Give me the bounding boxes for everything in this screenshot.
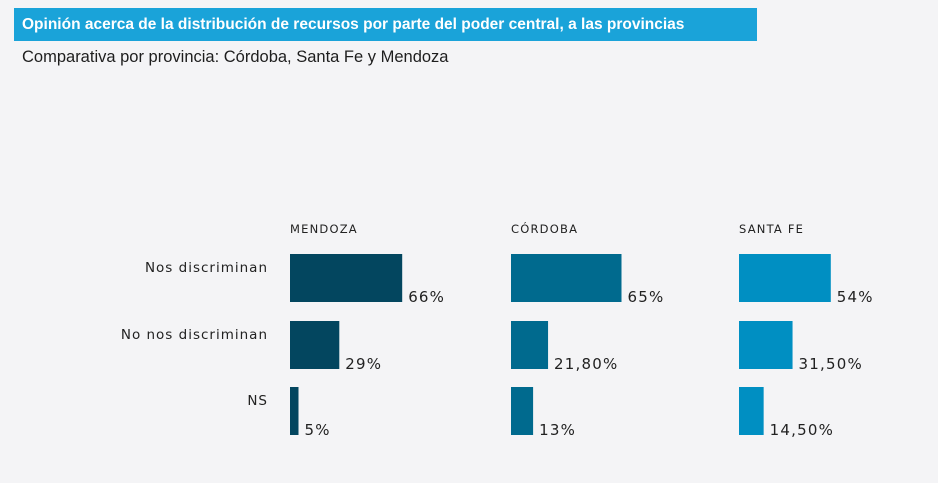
bar xyxy=(511,387,534,435)
bar xyxy=(290,387,299,435)
data-label: 14,50% xyxy=(770,421,834,439)
bar xyxy=(739,321,793,369)
data-label: 65% xyxy=(628,288,665,306)
data-label: 13% xyxy=(539,421,576,439)
chart-subtitle: Comparativa por provincia: Córdoba, Sant… xyxy=(22,48,449,66)
bar xyxy=(739,387,764,435)
data-label: 21,80% xyxy=(554,355,618,373)
data-label: 31,50% xyxy=(799,355,863,373)
data-label: 29% xyxy=(345,355,382,373)
category-label: No nos discriminan xyxy=(121,327,268,343)
bar xyxy=(739,254,831,302)
data-label: 5% xyxy=(305,421,331,439)
data-label: 54% xyxy=(837,288,874,306)
bar xyxy=(290,254,403,302)
category-label: Nos discriminan xyxy=(145,260,268,276)
bar xyxy=(290,321,340,369)
bar xyxy=(511,254,622,302)
series-label: SANTA FE xyxy=(739,222,804,236)
series-label: CÓRDOBA xyxy=(511,221,578,236)
category-label: NS xyxy=(247,393,268,409)
bar xyxy=(511,321,549,369)
series-label: MENDOZA xyxy=(290,222,358,236)
chart-title: Opinión acerca de la distribución de rec… xyxy=(14,8,757,41)
data-label: 66% xyxy=(408,288,445,306)
